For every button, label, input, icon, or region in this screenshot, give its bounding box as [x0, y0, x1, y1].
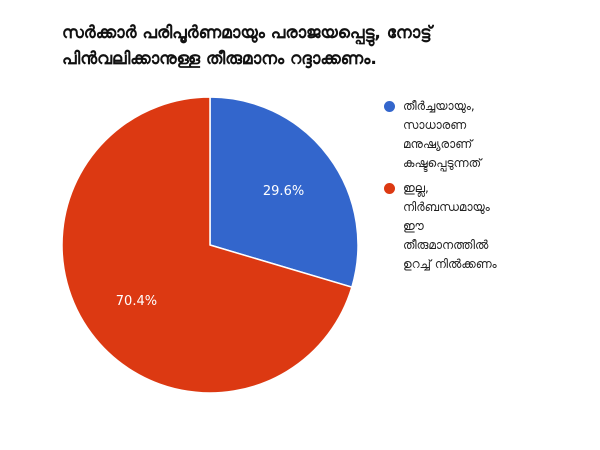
legend-label-no-line-2: നിർബന്ധമായും [403, 200, 490, 214]
legend-label-yes-line-1: തീർച്ചയായും, [403, 99, 475, 113]
pie-slice-no[interactable] [61, 96, 353, 394]
legend-label-no: ഇല്ല, നിർബന്ധമായും ഈ തീരുമാനത്തിൽ ഉറച്ച്… [403, 179, 497, 274]
legend-label-no-line-1: ഇല്ല, [403, 181, 429, 195]
chart-title-line-1: സർക്കാർ പരിപൂർണമായും പരാജയപ്പെട്ടു, നോട്… [62, 23, 432, 43]
legend-label-yes-line-3: മനുഷ്യരാണ് [403, 137, 473, 151]
legend-label-no-line-3: ഈ [403, 219, 424, 233]
legend-item-no[interactable]: ഇല്ല, നിർബന്ധമായും ഈ തീരുമാനത്തിൽ ഉറച്ച്… [384, 179, 584, 274]
pie-slice-yes[interactable] [209, 96, 359, 289]
legend-label-yes-line-2: സാധാരണ [403, 118, 467, 132]
legend-swatch-yes [384, 101, 395, 112]
pie-label-no: 70.4% [116, 294, 157, 309]
chart-title: സർക്കാർ പരിപൂർണമായും പരാജയപ്പെട്ടു, നോട്… [62, 20, 582, 72]
legend-label-no-line-5: ഉറച്ച് നിൽക്കണം [403, 257, 497, 271]
pie-label-yes: 29.6% [263, 184, 304, 199]
legend-item-yes[interactable]: തീർച്ചയായും, സാധാരണ മനുഷ്യരാണ് കഷ്ടപ്പെട… [384, 97, 584, 173]
legend-label-yes: തീർച്ചയായും, സാധാരണ മനുഷ്യരാണ് കഷ്ടപ്പെട… [403, 97, 481, 173]
legend: തീർച്ചയായും, സാധാരണ മനുഷ്യരാണ് കഷ്ടപ്പെട… [384, 97, 584, 280]
legend-swatch-no [384, 183, 395, 194]
chart-title-line-2: പിൻവലിക്കാനുള്ള തീരുമാനം റദ്ദാക്കണം. [62, 49, 377, 69]
legend-label-no-line-4: തീരുമാനത്തിൽ [403, 238, 489, 252]
legend-label-yes-line-4: കഷ്ടപ്പെടുന്നത് [403, 156, 482, 170]
